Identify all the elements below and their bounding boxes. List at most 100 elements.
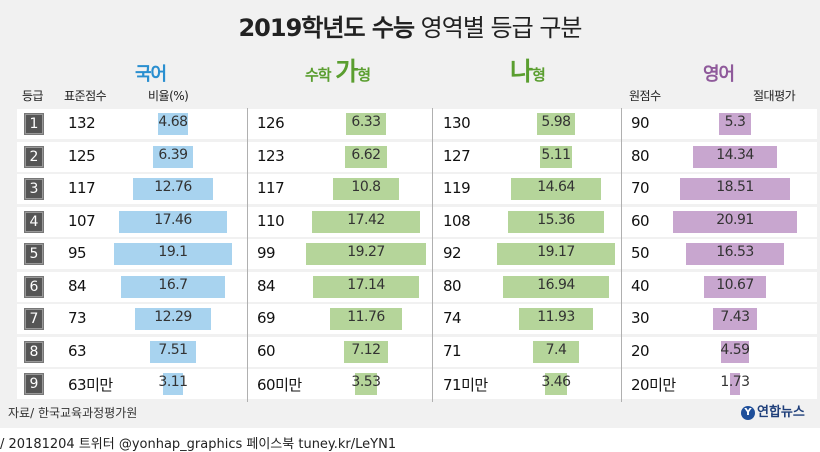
- bar-math_ga: [355, 373, 377, 395]
- score-math_ga: 110: [257, 211, 285, 230]
- score-korean: 107: [68, 211, 96, 230]
- bar-label-korean: 4.68: [158, 114, 188, 130]
- bar-english: [680, 178, 790, 200]
- score-korean: 95: [68, 244, 87, 262]
- bar-math_na: [519, 308, 593, 330]
- bar-label-english: 20.91: [716, 211, 754, 228]
- score-math_ga: 117: [257, 179, 285, 197]
- table-row: 1 132 4.68 126 6.33 130 5.98 90 5.3: [17, 109, 817, 139]
- bar-korean: [121, 275, 225, 298]
- bar-label-math_na: 5.11: [541, 146, 571, 163]
- yonhap-logo: Y 연합뉴스: [741, 401, 805, 420]
- bar-label-math_ga: 17.14: [347, 276, 385, 293]
- bar-label-english: 16.53: [716, 244, 754, 260]
- bar-english: [721, 340, 749, 363]
- grade-badge: 7: [24, 308, 44, 330]
- chart-title: 2019학년도 수능 영역별 등급 구분: [238, 14, 582, 42]
- bar-math_na: [508, 210, 604, 233]
- source-note: 자료/ 한국교육과정평가원: [8, 406, 138, 420]
- bar-english: [719, 113, 751, 135]
- score-korean: 132: [68, 114, 96, 132]
- column-divider: [247, 108, 248, 402]
- bar-math_na: [496, 243, 616, 265]
- bar-english: [713, 308, 757, 330]
- bar-label-math_ga: 7.12: [351, 341, 381, 358]
- bar-label-english: 18.51: [716, 179, 754, 195]
- bar-label-korean: 6.39: [158, 146, 188, 163]
- bar-english: [673, 210, 797, 233]
- bar-math_na: [545, 373, 567, 395]
- bar-label-math_na: 16.94: [537, 276, 575, 293]
- bar-korean: [163, 373, 183, 395]
- bar-korean: [133, 178, 213, 200]
- grade-badge: 1: [24, 113, 44, 135]
- bar-label-math_na: 7.4: [545, 341, 567, 358]
- score-math_na: 108: [443, 211, 471, 230]
- bar-english: [703, 275, 767, 298]
- bar-math_ga: [345, 145, 387, 168]
- bar-label-korean: 7.51: [158, 341, 188, 358]
- score-english: 60: [631, 211, 650, 230]
- score-korean: 84: [68, 276, 87, 295]
- bar-korean: [113, 243, 233, 265]
- infographic-panel: 2019학년도 수능 영역별 등급 구분 국어 수학 가형 나형 영어 등급 표…: [0, 0, 820, 428]
- subject-math-na: 나형: [510, 57, 546, 86]
- bar-label-english: 7.43: [720, 309, 750, 325]
- bar-label-korean: 12.76: [154, 179, 192, 195]
- bar-label-math_na: 15.36: [537, 211, 575, 228]
- bar-label-math_na: 14.64: [537, 179, 575, 195]
- score-math_ga: 69: [257, 309, 276, 327]
- bar-label-english: 1.73: [720, 374, 750, 390]
- bar-math_ga: [343, 340, 389, 363]
- score-math_na: 130: [443, 114, 471, 132]
- subject-math-ga: 수학 가형: [305, 57, 371, 86]
- bar-label-korean: 16.7: [158, 276, 188, 293]
- table-row: 4 107 17.46 110 17.42 108 15.36 60 20.91: [17, 206, 817, 237]
- bar-label-math_ga: 17.42: [347, 211, 385, 228]
- header-std-score: 표준점수: [64, 89, 107, 103]
- bar-label-english: 4.59: [720, 341, 750, 358]
- table-row: 8 63 7.51 60 7.12 71 7.4 20 4.59: [17, 336, 817, 367]
- table-row: 5 95 19.1 99 19.27 92 19.17 50 16.53: [17, 239, 817, 269]
- bar-math_na: [537, 113, 575, 135]
- score-korean: 117: [68, 179, 96, 197]
- score-math_ga: 123: [257, 146, 285, 165]
- table-row: 3 117 12.76 117 10.8 119 14.64 70 18.51: [17, 174, 817, 204]
- bar-english: [692, 145, 778, 168]
- bar-math_ga: [332, 178, 400, 200]
- score-math_ga: 99: [257, 244, 276, 262]
- bar-label-math_ga: 6.33: [351, 114, 381, 130]
- column-divider: [621, 108, 622, 402]
- bar-korean: [153, 145, 193, 168]
- bar-label-math_na: 3.46: [541, 374, 571, 390]
- table-row: 9 63미만 3.11 60미만 3.53 71미만 3.46 20미만 1.73: [17, 369, 817, 399]
- header-grade: 등급: [22, 89, 44, 103]
- bar-label-math_ga: 11.76: [347, 309, 385, 325]
- score-korean: 125: [68, 146, 96, 165]
- score-math_na: 71: [443, 341, 462, 360]
- bar-english: [686, 243, 784, 265]
- bar-label-english: 10.67: [716, 276, 754, 293]
- score-math_na: 127: [443, 146, 471, 165]
- grade-badge: 6: [24, 275, 44, 298]
- caption: / 20181204 트위터 @yonhap_graphics 페이스북 tun…: [0, 437, 397, 452]
- subject-english: 영어: [703, 64, 735, 85]
- score-math_na: 119: [443, 179, 471, 197]
- bar-label-korean: 19.1: [158, 244, 188, 260]
- bar-label-math_ga: 19.27: [347, 244, 385, 260]
- bar-math_na: [503, 275, 609, 298]
- column-divider: [432, 108, 433, 402]
- grade-badge: 3: [24, 178, 44, 200]
- subject-korean: 국어: [135, 64, 167, 85]
- bar-korean: [149, 340, 197, 363]
- header-absolute: 절대평가: [753, 89, 796, 103]
- score-korean: 63: [68, 341, 87, 360]
- score-english: 50: [631, 244, 650, 262]
- bar-label-korean: 3.11: [158, 374, 188, 390]
- bar-label-math_ga: 6.62: [351, 146, 381, 163]
- bar-korean: [118, 210, 228, 233]
- score-korean: 63미만: [68, 376, 113, 394]
- bar-math_ga: [311, 210, 420, 233]
- table-row: 7 73 12.29 69 11.76 74 11.93 30 7.43: [17, 304, 817, 334]
- score-english: 20미만: [631, 376, 676, 394]
